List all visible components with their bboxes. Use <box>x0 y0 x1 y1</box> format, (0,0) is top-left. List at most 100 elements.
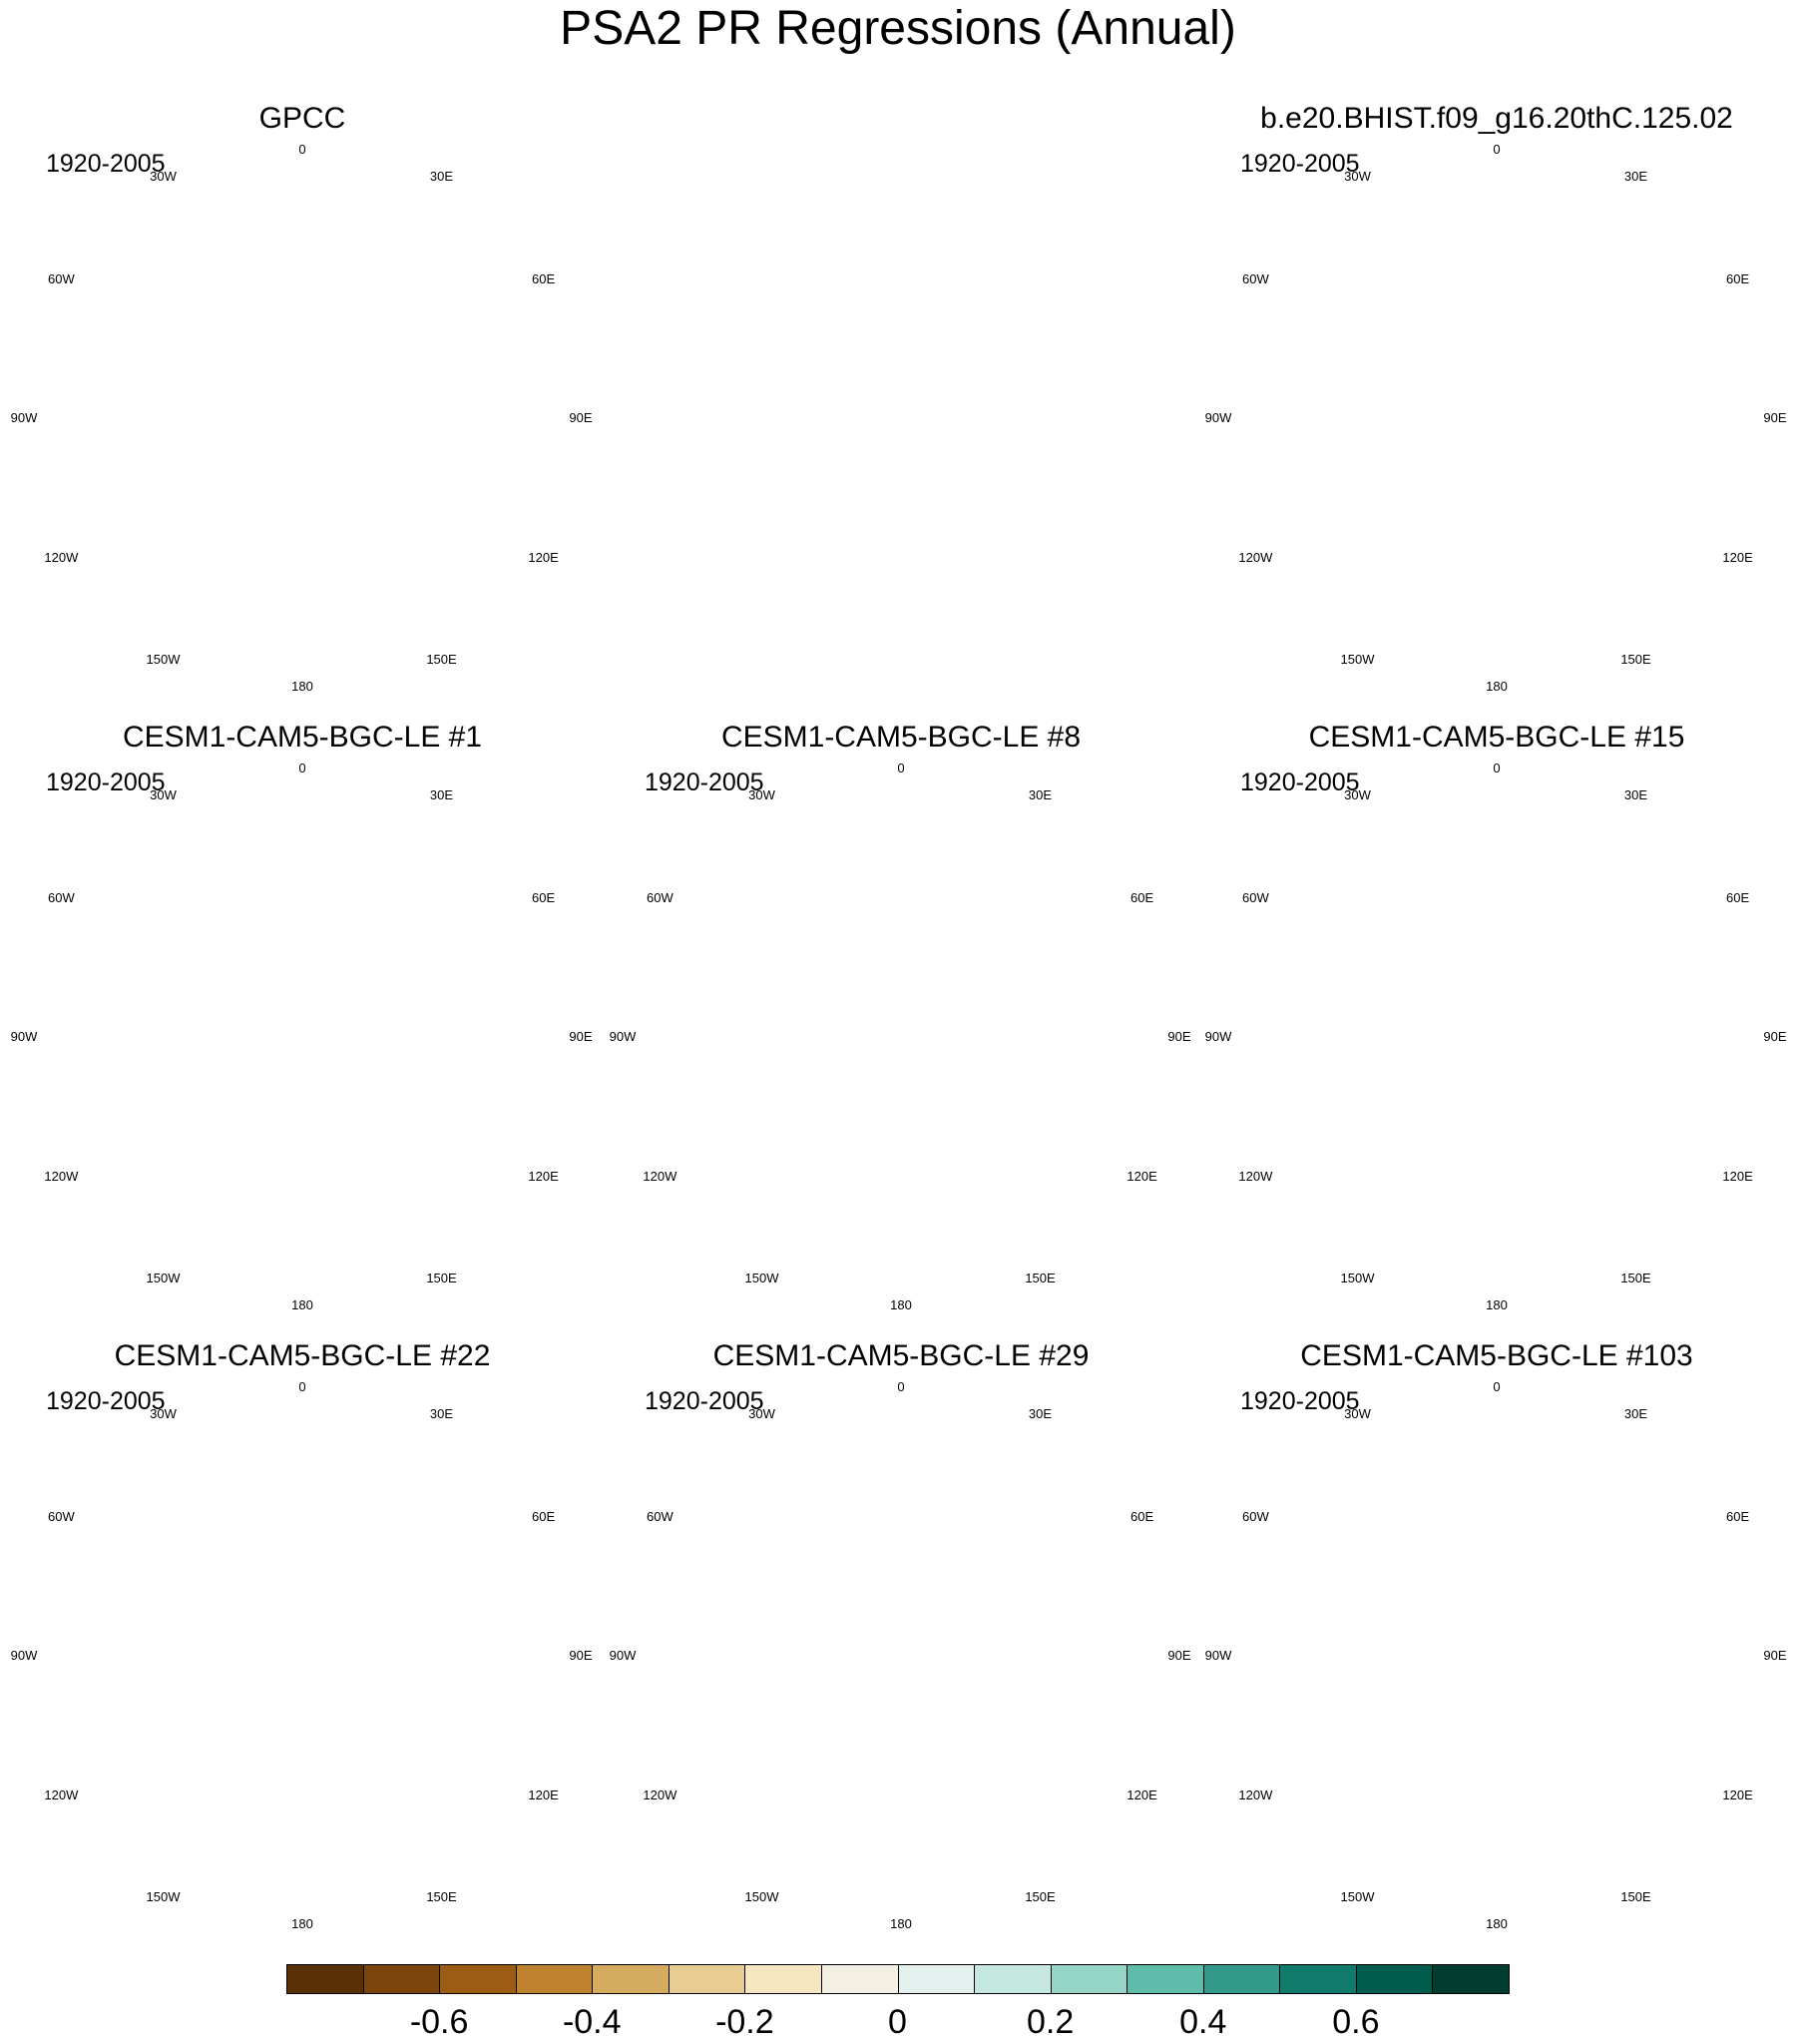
colorbar-tick-label: 0.6 <box>1332 2003 1380 2041</box>
longitude-label: 0 <box>1493 761 1501 775</box>
colorbar-box <box>362 1964 441 1994</box>
longitude-label: 120E <box>528 1168 559 1184</box>
longitude-label: 30W <box>1344 169 1371 185</box>
longitude-label: 120E <box>1126 1168 1157 1184</box>
panel-title: CESM1-CAM5-BGC-LE #1 <box>122 721 483 754</box>
period-label: 1920-2005 <box>46 150 166 178</box>
longitude-label: 150W <box>744 1270 779 1285</box>
longitude-label: 120E <box>1722 549 1753 565</box>
panel-title: CESM1-CAM5-BGC-LE #22 <box>114 1339 491 1372</box>
longitude-label: 90W <box>10 410 38 425</box>
longitude-label: 90E <box>569 1648 593 1663</box>
longitude-label: 60W <box>1242 1508 1269 1524</box>
longitude-label: 120W <box>643 1787 677 1802</box>
colorbar-box <box>1050 1964 1128 1994</box>
longitude-label: 30E <box>1623 787 1648 803</box>
longitude-label: 30W <box>150 787 177 803</box>
longitude-label: 90E <box>569 1029 593 1044</box>
longitude-label: 150E <box>1620 651 1651 667</box>
longitude-label: 120E <box>1722 1168 1753 1184</box>
panel-title: b.e20.BHIST.f09_g16.20thC.125.02 <box>1260 102 1733 135</box>
longitude-label: 150W <box>1340 651 1375 667</box>
colorbar-tick-label: -0.6 <box>409 2003 469 2041</box>
period-label: 1920-2005 <box>645 768 764 796</box>
panel-title: CESM1-CAM5-BGC-LE #103 <box>1300 1339 1693 1372</box>
longitude-label: 90E <box>1167 1648 1191 1663</box>
longitude-label: 30W <box>1344 1406 1371 1422</box>
panel-title: CESM1-CAM5-BGC-LE #29 <box>712 1339 1090 1372</box>
panel-title: GPCC <box>258 102 346 135</box>
longitude-label: 90E <box>1167 1029 1191 1044</box>
longitude-label: 150W <box>146 1888 181 1904</box>
longitude-label: 90W <box>609 1648 637 1663</box>
period-label: 1920-2005 <box>1240 150 1360 178</box>
period-label: 1920-2005 <box>1240 768 1360 796</box>
longitude-label: 30E <box>1623 169 1648 185</box>
colorbar-box <box>1279 1964 1357 1994</box>
longitude-label: 180 <box>1486 1916 1508 1931</box>
colorbar-tick-label: -0.4 <box>562 2003 622 2041</box>
longitude-label: 0 <box>1493 142 1501 157</box>
longitude-label: 60W <box>647 1508 674 1524</box>
panel-title: CESM1-CAM5-BGC-LE #15 <box>1308 721 1685 754</box>
longitude-label: 60E <box>532 889 556 905</box>
longitude-label: 30E <box>429 787 454 803</box>
longitude-label: 60E <box>1726 270 1750 286</box>
longitude-label: 120W <box>643 1168 677 1184</box>
longitude-label: 30E <box>1623 1406 1648 1422</box>
longitude-label: 60E <box>532 270 556 286</box>
longitude-label: 150E <box>426 1270 457 1285</box>
longitude-label: 0 <box>298 1379 306 1394</box>
longitude-label: 90W <box>10 1648 38 1663</box>
longitude-label: 120W <box>1238 1168 1273 1184</box>
longitude-label: 150E <box>426 1888 457 1904</box>
longitude-label: 150E <box>426 651 457 667</box>
longitude-label: 120E <box>1722 1787 1753 1802</box>
colorbar-box <box>1355 1964 1434 1994</box>
longitude-label: 60E <box>1130 1508 1154 1524</box>
longitude-label: 60W <box>1242 270 1269 286</box>
colorbar-box <box>439 1964 517 1994</box>
longitude-label: 150E <box>1620 1270 1651 1285</box>
longitude-label: 180 <box>291 679 313 694</box>
period-label: 1920-2005 <box>645 1387 764 1415</box>
colorbar-box <box>974 1964 1052 1994</box>
longitude-label: 90E <box>569 410 593 425</box>
longitude-label: 150W <box>146 1270 181 1285</box>
colorbar <box>286 1964 1510 1996</box>
panel-title: CESM1-CAM5-BGC-LE #8 <box>720 721 1082 754</box>
longitude-label: 150W <box>744 1888 779 1904</box>
longitude-label: 150W <box>1340 1888 1375 1904</box>
colorbar-box <box>286 1964 364 1994</box>
colorbar-box <box>820 1964 899 1994</box>
longitude-label: 0 <box>897 761 905 775</box>
longitude-label: 0 <box>1493 1379 1501 1394</box>
longitude-label: 120E <box>1126 1787 1157 1802</box>
period-label: 1920-2005 <box>46 1387 166 1415</box>
longitude-label: 120W <box>1238 549 1273 565</box>
longitude-label: 0 <box>298 142 306 157</box>
longitude-label: 30E <box>429 169 454 185</box>
colorbar-tick-label: 0.2 <box>1026 2003 1075 2041</box>
colorbar-tick-label: 0.4 <box>1179 2003 1227 2041</box>
longitude-label: 90E <box>1763 410 1787 425</box>
longitude-label: 60E <box>1130 889 1154 905</box>
longitude-label: 180 <box>1486 1297 1508 1312</box>
longitude-label: 90E <box>1763 1029 1787 1044</box>
colorbar-box <box>668 1964 746 1994</box>
longitude-label: 120E <box>528 549 559 565</box>
longitude-label: 90W <box>609 1029 637 1044</box>
longitude-label: 30E <box>1028 787 1053 803</box>
longitude-label: 30W <box>150 169 177 185</box>
longitude-label: 30W <box>150 1406 177 1422</box>
period-label: 1920-2005 <box>1240 1387 1360 1415</box>
colorbar-box <box>592 1964 670 1994</box>
figure-title: PSA2 PR Regressions (Annual) <box>560 2 1236 55</box>
longitude-label: 60W <box>647 889 674 905</box>
longitude-label: 180 <box>291 1916 313 1931</box>
period-label: 1920-2005 <box>46 768 166 796</box>
colorbar-box <box>1126 1964 1204 1994</box>
colorbar-tick-label: -0.2 <box>715 2003 774 2041</box>
longitude-label: 60W <box>48 1508 75 1524</box>
longitude-label: 120W <box>44 1168 79 1184</box>
